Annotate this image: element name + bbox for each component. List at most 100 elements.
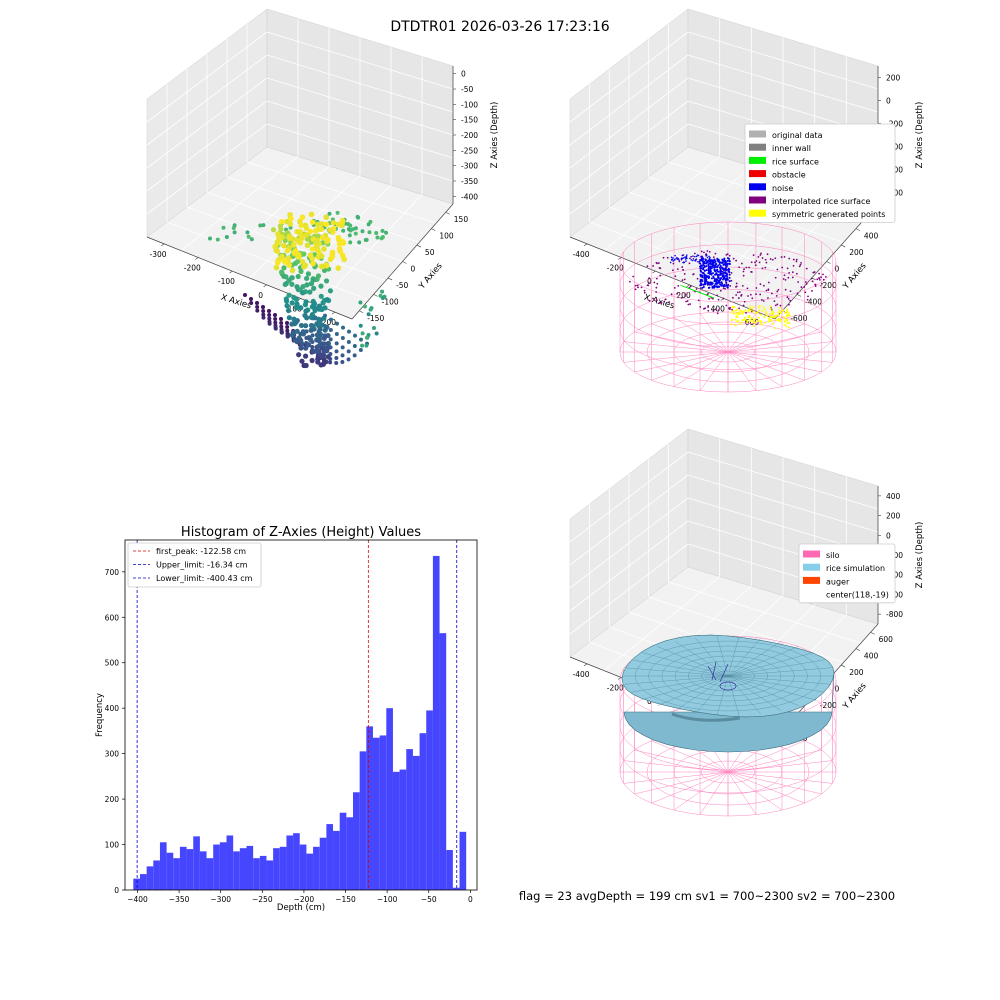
y-axis-label: Y Axies [417, 261, 445, 292]
x-tick [229, 270, 233, 274]
histogram-bar [346, 817, 354, 890]
histogram-bar [173, 858, 180, 890]
y-tick-label: 100 [439, 232, 454, 241]
footer-status-text: flag = 23 avgDepth = 199 cm sv1 = 700~23… [519, 889, 895, 903]
y-tick [416, 244, 422, 248]
x-tick-label: -100 [218, 277, 235, 286]
y-tick [387, 277, 393, 281]
y-tick [855, 228, 861, 231]
y-axis-label: Frequency [95, 693, 105, 737]
y-tick-label: 500 [105, 659, 120, 668]
gridline [266, 31, 454, 90]
legend-label: rice simulation [826, 564, 885, 573]
legend-label: noise [772, 184, 793, 193]
legend-swatch [803, 576, 820, 584]
histogram-bar [392, 771, 400, 890]
y-tick [431, 228, 436, 231]
legend-swatch [749, 143, 766, 151]
legend-label: auger [826, 577, 850, 586]
histogram-bar [239, 848, 247, 890]
depth-histogram: Histogram of Z-Axies (Height) Values −400… [95, 525, 478, 913]
x-tick-label: −250 [252, 895, 273, 904]
y-tick-label: 0 [835, 265, 840, 274]
legend-label: rice surface [772, 157, 819, 166]
x-tick-label: −150 [335, 895, 356, 904]
y-tick-label: 600 [105, 613, 120, 622]
histogram-bar [326, 824, 334, 890]
legend-label: first_peak: -122.58 cm [156, 547, 246, 556]
legend-label: center(118,-19) [826, 591, 889, 600]
y-tick-label: 200 [849, 668, 864, 677]
legend-box [127, 542, 262, 588]
x-tick [263, 284, 267, 288]
histogram-bars [133, 555, 467, 890]
y-tick-label: 150 [454, 215, 469, 224]
z-tick-label: -200 [461, 131, 478, 140]
histogram-bar [246, 845, 254, 890]
x-tick-label: -400 [573, 670, 590, 679]
histogram-bar [372, 737, 380, 890]
x-tick [160, 243, 165, 247]
histogram-bar [379, 735, 387, 890]
y-tick-label: 50 [425, 248, 435, 257]
histogram-bar [452, 887, 460, 890]
histogram-bar [133, 878, 140, 890]
x-tick-label: -200 [184, 264, 201, 273]
legend-label: Upper_limit: -16.34 cm [156, 561, 248, 570]
x-tick-label: −50 [421, 895, 437, 904]
y-tick-label: 700 [105, 568, 120, 577]
histogram-bar [286, 835, 294, 890]
histogram-bar [139, 874, 147, 890]
histogram-bar [306, 853, 314, 890]
plot-title: Histogram of Z-Axies (Height) Values [181, 525, 421, 540]
histogram-bar [293, 833, 300, 890]
z-tick-label: 0 [886, 531, 891, 540]
legend-label: symmetric generated points [772, 210, 885, 219]
x-tick-label: -300 [150, 250, 167, 259]
z-tick-label: 0 [461, 70, 466, 79]
x-tick-label: −300 [210, 895, 231, 904]
z-tick-label: -250 [461, 146, 478, 155]
figure-title: DTDTR01 2026-03-26 17:23:16 [390, 19, 609, 35]
histogram-bar [259, 855, 267, 890]
histogram-bar [399, 769, 407, 890]
x-tick-label: 200 [322, 318, 337, 327]
plot-frame [124, 539, 478, 891]
legend-label: interpolated rice surface [772, 197, 870, 206]
histogram-bar [273, 848, 280, 890]
histogram-bar [299, 844, 307, 890]
rice-simulation-surface [621, 634, 835, 753]
histogram-bar [166, 852, 174, 890]
z-axis-label: Z Axies (Depth) [915, 102, 925, 169]
z-tick-label: -350 [461, 177, 478, 186]
legend-swatch [749, 130, 766, 138]
gridline [569, 451, 689, 543]
histogram-bar [226, 835, 234, 890]
histogram-legend: first_peak: -122.58 cm Upper_limit: -16.3… [127, 542, 262, 588]
histogram-bar [213, 844, 220, 890]
histogram-bar [219, 842, 227, 890]
x-axis-line [569, 236, 776, 320]
histogram-bar [359, 751, 367, 890]
z-tick-label: 400 [886, 492, 901, 501]
histogram-bar [419, 733, 427, 890]
classify-3d-plot: 3D classify of Silo Interior-400-2000200… [569, 8, 925, 393]
y-tick-label: 600 [879, 635, 894, 644]
x-axis-label: Depth (cm) [277, 903, 325, 913]
legend-swatch [749, 183, 766, 191]
histogram-bar [339, 812, 347, 890]
legend-swatch [749, 156, 766, 164]
z-tick-label: 0 [886, 97, 891, 106]
y-tick-label: -200 [820, 701, 837, 710]
legend-box [798, 543, 896, 604]
gridline [146, 31, 268, 123]
z-tick-label: -50 [461, 85, 473, 94]
histogram-bar [266, 860, 274, 890]
legend-swatch [749, 209, 766, 217]
y-tick-label: -600 [790, 314, 807, 323]
histogram-bar [179, 846, 187, 890]
histogram-bar [426, 710, 433, 890]
legend-box [744, 123, 896, 223]
z-tick-label: -100 [461, 100, 478, 109]
